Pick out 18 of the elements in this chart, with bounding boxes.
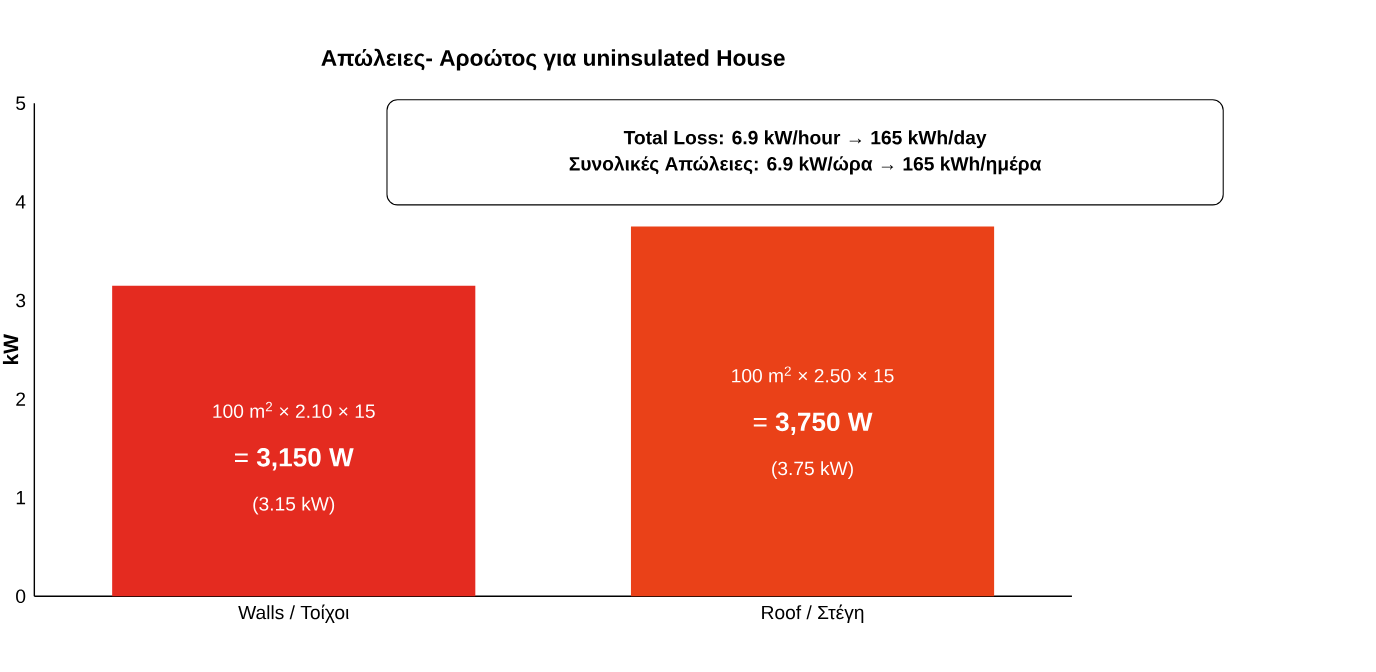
chart-title: Απώλειες- Αροώτος για uninsulated House (321, 48, 785, 71)
x-tick-label: Roof / Στέγη (762, 604, 864, 623)
annotation: Total Loss: 6.9 kW/hour → 165 kWh/day (623, 130, 987, 148)
x-tick-label: Walls / Τοίχοι (238, 604, 349, 623)
annotation: 100 m$^{2}$ × 2.50 × 15 (732, 366, 894, 383)
annotation: Συνολικές Απώλειες: 6.9 kW/ώρα → 165 kWh/ημέρα (569, 155, 1042, 175)
annotation: (3.15 kW) (253, 496, 335, 515)
annotation: = 3,150 W (235, 447, 354, 471)
y-axis-title: kW (2, 333, 19, 364)
y-tick-label: 0 (16, 589, 26, 603)
y-tick-label: 1 (16, 490, 26, 505)
y-tick-label: 2 (16, 392, 26, 406)
annotation: (3.75 kW) (772, 460, 853, 479)
y-tick-label: 3 (16, 293, 26, 308)
y-tick-label: 5 (16, 96, 26, 110)
annotation: 100 m$^{2}$ × 2.10 × 15 (213, 401, 375, 418)
annotation: = 3,750 W (753, 412, 873, 435)
y-tick-label: 4 (15, 195, 26, 209)
